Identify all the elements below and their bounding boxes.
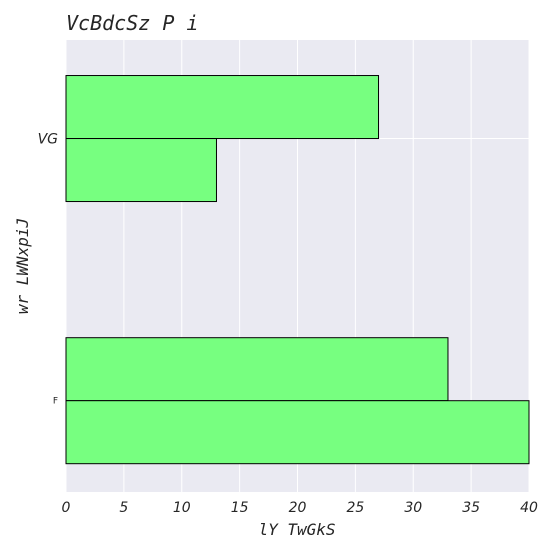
x-tick-label-8: 40 bbox=[520, 500, 538, 516]
y-tick-label-F: F bbox=[53, 397, 58, 407]
bar-VG-series-2 bbox=[65, 138, 217, 203]
x-tick-label-7: 35 bbox=[462, 500, 480, 516]
x-tick-label-5: 25 bbox=[346, 500, 364, 516]
x-tick-label-0: 0 bbox=[62, 500, 71, 516]
x-tick-label-6: 30 bbox=[404, 500, 422, 516]
bars bbox=[65, 75, 530, 465]
bar-F-series-2 bbox=[65, 400, 530, 465]
x-tick-label-4: 20 bbox=[289, 500, 307, 516]
y-axis-label: wr LWNxpiJ bbox=[13, 218, 32, 314]
x-tick-label-3: 15 bbox=[231, 500, 249, 516]
x-tick-label-2: 10 bbox=[173, 500, 191, 516]
x-axis-ticks: 0 5 10 15 20 25 30 35 40 bbox=[62, 500, 538, 516]
bar-VG-series-1 bbox=[65, 75, 380, 140]
chart-title: VcBdcSz P i bbox=[66, 11, 198, 35]
x-axis-label: lY TwGkS bbox=[258, 520, 335, 539]
bar-F-series-1 bbox=[65, 337, 449, 402]
y-axis-ticks: VG F bbox=[38, 132, 59, 407]
x-tick-label-1: 5 bbox=[119, 500, 128, 516]
y-tick-label-VG: VG bbox=[38, 132, 59, 148]
